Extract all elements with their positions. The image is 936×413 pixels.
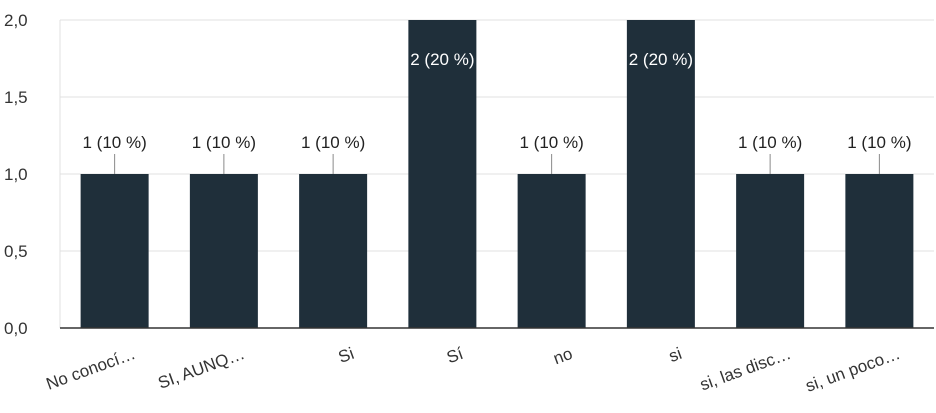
category-label: no (551, 344, 575, 368)
bar (736, 174, 805, 328)
bar (517, 174, 586, 328)
category-label: si (666, 344, 684, 366)
y-tick-label: 1,5 (4, 88, 28, 107)
bar (408, 20, 477, 328)
bar (299, 174, 368, 328)
data-labels: 1 (10 %) 1 (10 %) 1 (10 %) 2 (20 %) 1 (10 %)… (83, 50, 912, 174)
y-tick-label: 2,0 (4, 11, 28, 30)
y-tick-label: 0,0 (4, 319, 28, 338)
y-tick-label: 0,5 (4, 242, 28, 261)
category-labels: No conocí… SI, AUNQ… Si Sí no si si, las disc…… (44, 344, 903, 396)
data-label: 1 (10 %) (738, 133, 802, 152)
y-axis-ticks: 0,0 0,5 1,0 1,5 2,0 (4, 11, 28, 338)
data-label: 2 (20 %) (629, 50, 693, 69)
category-label: SI, AUNQ… (156, 344, 248, 393)
y-tick-label: 1,0 (4, 165, 28, 184)
data-label: 1 (10 %) (192, 133, 256, 152)
data-label: 1 (10 %) (847, 133, 911, 152)
data-label: 2 (20 %) (410, 50, 474, 69)
data-label: 1 (10 %) (301, 133, 365, 152)
bar (845, 174, 914, 328)
category-label: si, un poco… (803, 344, 903, 396)
bar (626, 20, 695, 328)
category-label: No conocí… (44, 344, 138, 394)
data-label: 1 (10 %) (83, 133, 147, 152)
bar (80, 174, 149, 328)
bars (80, 20, 914, 328)
bar (189, 174, 258, 328)
category-label: Si (336, 344, 357, 367)
data-label: 1 (10 %) (520, 133, 584, 152)
category-label: si, las disc… (697, 344, 793, 394)
category-label: Sí (444, 344, 466, 367)
